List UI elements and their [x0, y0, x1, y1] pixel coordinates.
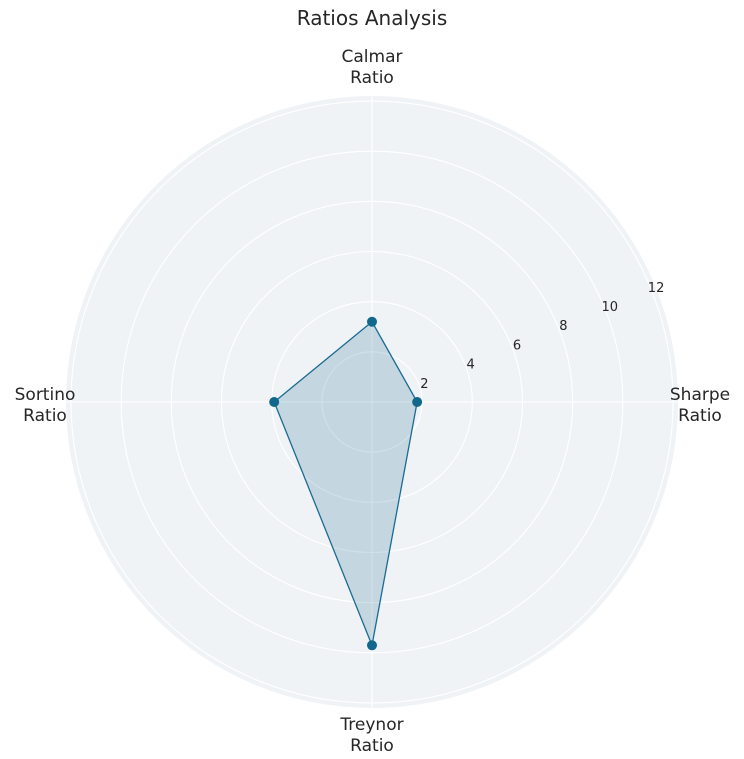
tick-label: 12: [648, 281, 665, 296]
axis-label: Treynor Ratio: [339, 715, 403, 756]
radial-tick-labels: 2 4 6 8 10 12: [420, 281, 664, 392]
data-point: [367, 316, 377, 327]
series-layer: [269, 316, 423, 651]
tick-label: 4: [467, 358, 475, 373]
axis-labels: Sharpe Ratio Calmar Ratio Sortino Ratio Treyno…: [15, 47, 730, 756]
tick-label: 8: [559, 319, 567, 334]
axis-label: Calmar Ratio: [342, 47, 403, 88]
tick-label: 10: [601, 300, 618, 315]
axis-label: Sortino Ratio: [15, 385, 76, 426]
chart-title: Ratios Analysis: [296, 6, 448, 30]
tick-label: 6: [513, 338, 521, 353]
data-point: [367, 640, 377, 651]
data-point: [269, 397, 280, 407]
grid: [66, 96, 678, 708]
series-area: [274, 321, 418, 646]
data-point: [412, 397, 423, 407]
axis-label: Sharpe Ratio: [670, 385, 730, 426]
tick-label: 2: [420, 377, 428, 392]
